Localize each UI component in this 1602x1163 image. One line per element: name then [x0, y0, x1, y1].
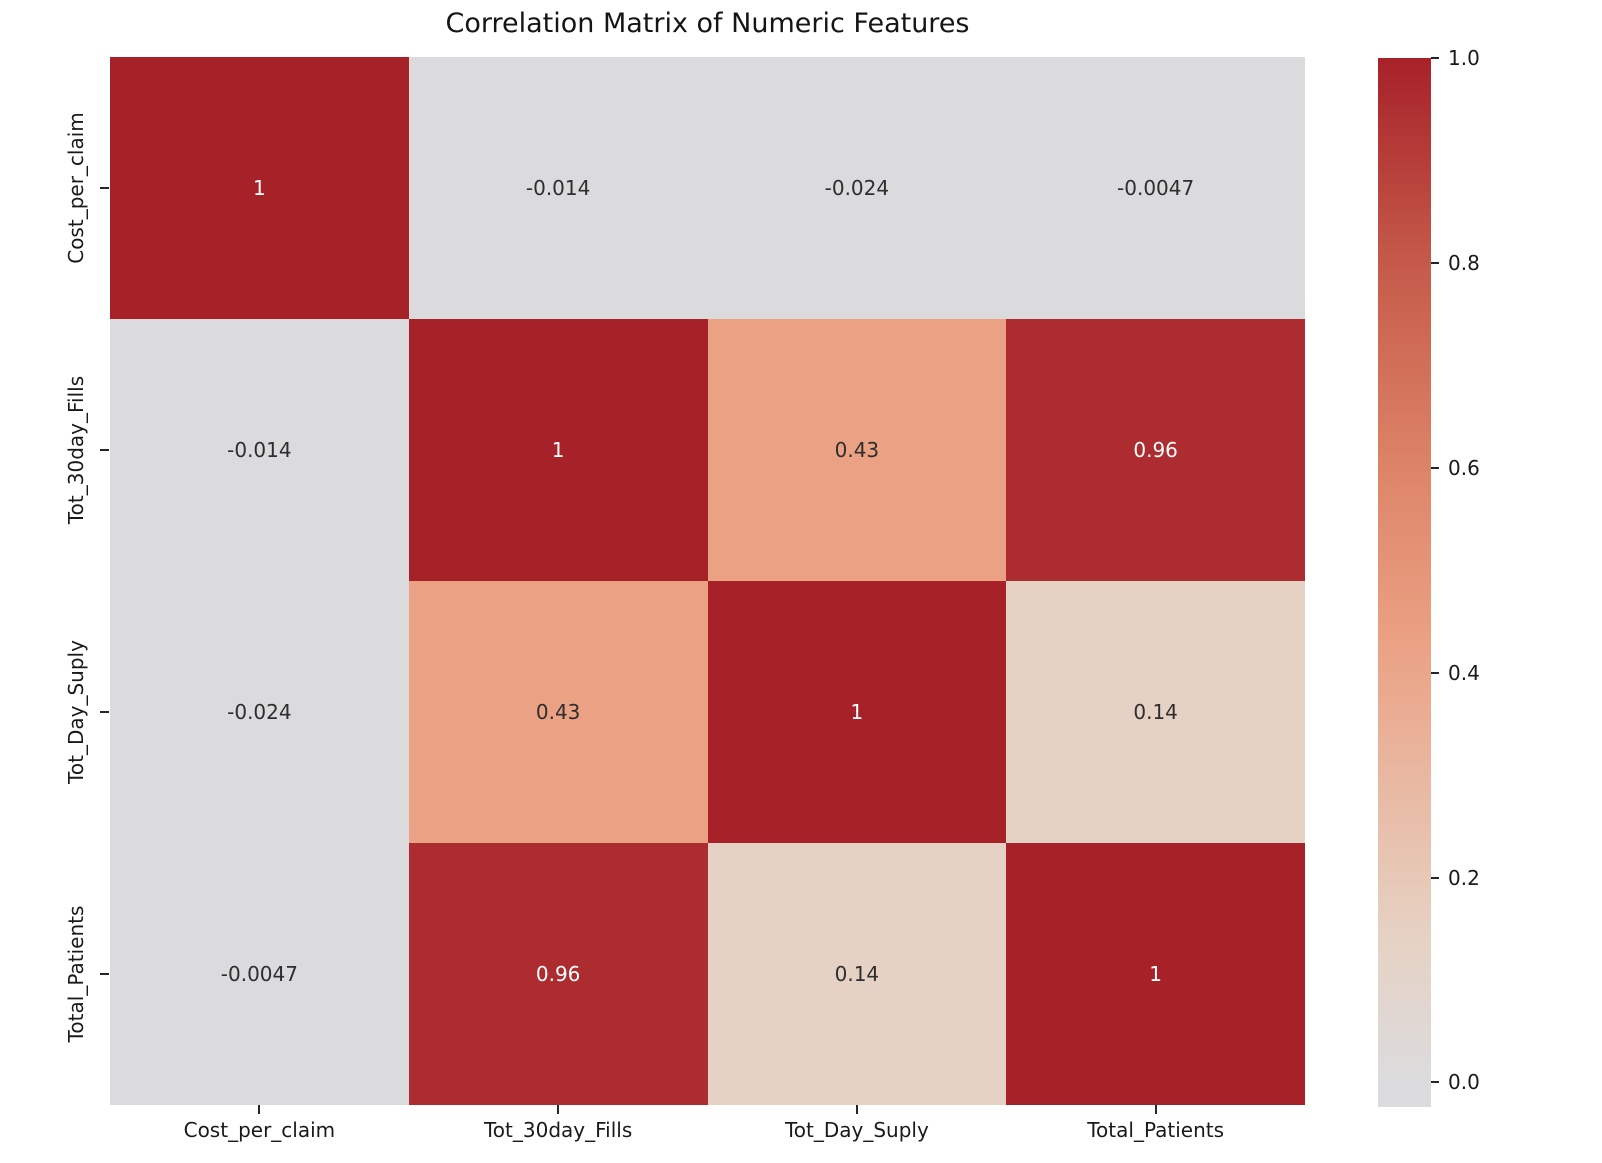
colorbar-gradient — [1378, 58, 1431, 1107]
y-axis-tick — [100, 187, 109, 189]
cell-value: -0.014 — [525, 176, 591, 200]
cell-value: 0.43 — [535, 700, 581, 724]
cell-value: 0.14 — [1133, 700, 1178, 724]
colorbar-tick-label: 0.4 — [1448, 660, 1480, 685]
heatmap-cell: -0.0047 — [110, 843, 409, 1105]
cell-value: 1 — [551, 438, 565, 462]
cell-value: 0.96 — [1133, 438, 1178, 462]
y-axis-tick — [100, 973, 109, 975]
chart-title: Correlation Matrix of Numeric Features — [445, 8, 970, 39]
colorbar-tick-label: 0.0 — [1448, 1070, 1480, 1095]
heatmap-cell: 1 — [707, 581, 1007, 843]
cell-value: -0.024 — [824, 176, 890, 200]
cell-value: 0.96 — [535, 962, 581, 986]
heatmap-cell: -0.014 — [110, 319, 409, 581]
cell-value: -0.0047 — [220, 962, 298, 986]
heatmap-cell: 1 — [1006, 843, 1305, 1105]
y-axis-tick — [100, 711, 109, 713]
heatmap-cell: 0.96 — [1006, 319, 1305, 581]
x-axis-tick — [1154, 1105, 1157, 1114]
colorbar-tick — [1431, 466, 1439, 469]
heatmap-cell: 0.96 — [408, 843, 708, 1105]
colorbar-tick — [1431, 876, 1439, 879]
cell-value: 1 — [253, 176, 266, 200]
colorbar-tick — [1431, 57, 1439, 59]
x-axis-label: Total_Patients — [1087, 1118, 1225, 1142]
heatmap-cell: 1 — [110, 57, 409, 319]
x-axis-tick — [258, 1105, 261, 1114]
cell-value: -0.014 — [227, 438, 292, 462]
x-axis-tick — [557, 1105, 560, 1114]
cell-value: 1 — [850, 700, 864, 724]
x-axis-label: Tot_30day_Fills — [483, 1118, 633, 1142]
cell-value: 1 — [1149, 962, 1162, 986]
heatmap-cell: 1 — [408, 319, 708, 581]
cell-value: 0.43 — [834, 438, 880, 462]
cell-value: -0.024 — [227, 700, 292, 724]
heatmap-cell: -0.024 — [707, 57, 1007, 319]
y-axis-label: Tot_30day_Fills — [64, 375, 88, 525]
colorbar-tick-label: 0.6 — [1448, 455, 1480, 480]
x-axis-label: Tot_Day_Suply — [784, 1118, 929, 1142]
colorbar-tick — [1431, 671, 1439, 674]
colorbar-tick — [1431, 1081, 1439, 1084]
y-axis-label: Total_Patients — [64, 905, 88, 1043]
x-axis-label: Cost_per_claim — [183, 1118, 336, 1142]
colorbar-tick-label: 0.2 — [1448, 865, 1480, 890]
colorbar-tick-label: 1.0 — [1448, 46, 1480, 70]
x-axis-tick — [855, 1105, 858, 1114]
heatmap-cell: -0.014 — [408, 57, 708, 319]
heatmap-cell: 0.14 — [1006, 581, 1305, 843]
cell-value: 0.14 — [834, 962, 880, 986]
heatmap-cell: -0.0047 — [1006, 57, 1305, 319]
colorbar-tick-label: 0.8 — [1448, 250, 1480, 275]
heatmap-cell: 0.43 — [408, 581, 708, 843]
heatmap-cell: -0.024 — [110, 581, 409, 843]
y-axis-label: Cost_per_claim — [64, 112, 88, 264]
heatmap-cell: 0.43 — [707, 319, 1007, 581]
heatmap-grid: 1 -0.014 -0.024 -0.0047 -0.014 1 0.43 0.96 -0.02… — [110, 57, 1305, 1105]
colorbar-tick — [1431, 261, 1439, 264]
cell-value: -0.0047 — [1117, 176, 1195, 200]
heatmap-cell: 0.14 — [707, 843, 1007, 1105]
y-axis-tick — [100, 449, 109, 451]
y-axis-label: Tot_Day_Suply — [64, 640, 88, 784]
